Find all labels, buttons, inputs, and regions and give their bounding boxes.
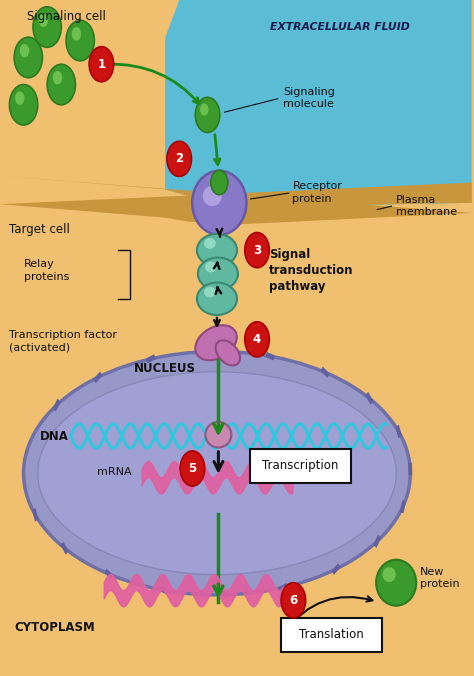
Ellipse shape — [205, 262, 217, 272]
Text: Receptor
protein: Receptor protein — [292, 181, 342, 204]
Text: Transcription: Transcription — [262, 459, 338, 473]
Circle shape — [245, 233, 269, 268]
Text: 3: 3 — [253, 243, 261, 257]
Text: 2: 2 — [175, 152, 183, 166]
Circle shape — [53, 71, 62, 84]
Ellipse shape — [216, 340, 240, 366]
Ellipse shape — [192, 171, 246, 235]
Ellipse shape — [198, 258, 238, 290]
Polygon shape — [265, 352, 275, 360]
Text: NUCLEUS: NUCLEUS — [134, 362, 196, 375]
Text: 6: 6 — [289, 594, 298, 607]
Text: New
protein: New protein — [420, 566, 459, 589]
Text: 4: 4 — [253, 333, 261, 346]
Circle shape — [200, 103, 209, 116]
Circle shape — [14, 37, 43, 78]
Circle shape — [72, 27, 81, 41]
Circle shape — [167, 141, 191, 176]
Polygon shape — [104, 569, 113, 580]
Polygon shape — [61, 541, 69, 554]
Polygon shape — [365, 392, 374, 405]
Ellipse shape — [376, 560, 416, 606]
Circle shape — [245, 322, 269, 357]
Text: CYTOPLASM: CYTOPLASM — [14, 621, 95, 634]
Text: EXTRACELLULAR FLUID: EXTRACELLULAR FLUID — [270, 22, 410, 32]
Ellipse shape — [197, 283, 237, 315]
Text: Transcription factor
(activated): Transcription factor (activated) — [9, 330, 118, 353]
Text: Signaling
molecule: Signaling molecule — [283, 87, 335, 110]
Polygon shape — [53, 399, 61, 412]
Ellipse shape — [205, 422, 231, 448]
Ellipse shape — [383, 567, 396, 582]
Circle shape — [47, 64, 75, 105]
Polygon shape — [206, 349, 215, 354]
Ellipse shape — [204, 238, 216, 249]
Polygon shape — [374, 535, 381, 548]
Polygon shape — [395, 425, 402, 438]
Circle shape — [281, 583, 306, 618]
Ellipse shape — [204, 287, 216, 297]
Text: Signal
transduction
pathway: Signal transduction pathway — [269, 248, 353, 293]
Text: Translation: Translation — [299, 628, 364, 642]
Polygon shape — [159, 586, 168, 594]
Circle shape — [15, 91, 25, 105]
Polygon shape — [0, 176, 472, 224]
Polygon shape — [219, 592, 228, 598]
Ellipse shape — [38, 372, 396, 575]
Text: Relay
proteins: Relay proteins — [24, 259, 69, 282]
FancyBboxPatch shape — [250, 449, 351, 483]
Polygon shape — [146, 354, 155, 364]
Polygon shape — [408, 463, 412, 475]
Polygon shape — [320, 366, 330, 378]
Ellipse shape — [197, 234, 237, 266]
Polygon shape — [93, 371, 102, 383]
Polygon shape — [400, 500, 406, 513]
Circle shape — [9, 84, 38, 125]
Text: 1: 1 — [97, 57, 106, 71]
Polygon shape — [331, 563, 340, 575]
Polygon shape — [165, 0, 472, 206]
FancyBboxPatch shape — [281, 618, 382, 652]
Circle shape — [180, 451, 205, 486]
Polygon shape — [32, 508, 38, 521]
Text: Target cell: Target cell — [9, 223, 70, 237]
Circle shape — [195, 97, 220, 132]
Text: DNA: DNA — [40, 429, 69, 443]
Circle shape — [89, 47, 114, 82]
Circle shape — [39, 14, 48, 27]
Text: 5: 5 — [188, 462, 197, 475]
Ellipse shape — [24, 352, 410, 595]
Ellipse shape — [195, 325, 237, 360]
Circle shape — [211, 170, 228, 195]
Circle shape — [20, 44, 29, 57]
Text: mRNA: mRNA — [98, 467, 132, 477]
Text: Signaling cell: Signaling cell — [27, 10, 106, 24]
Circle shape — [66, 20, 94, 61]
Text: Plasma
membrane: Plasma membrane — [396, 195, 457, 218]
Polygon shape — [0, 0, 179, 176]
Circle shape — [33, 7, 61, 47]
Ellipse shape — [203, 186, 222, 206]
Polygon shape — [278, 583, 288, 592]
